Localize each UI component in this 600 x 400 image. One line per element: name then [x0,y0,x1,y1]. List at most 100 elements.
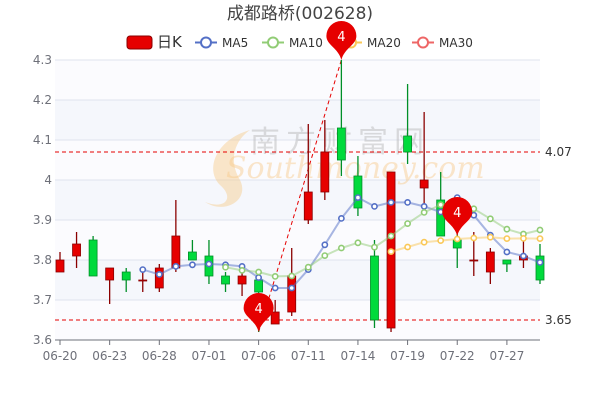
ma5-point [354,194,362,201]
candle-body [303,191,313,221]
candle-body [88,239,98,277]
legend: 日K MA5 MA10 MA20 MA30 [126,33,473,51]
ma5-point [536,258,544,266]
x-tick-label: 06-20 [43,349,78,363]
candle [370,240,379,328]
x-tick-label: 07-14 [340,349,375,363]
y-tick-label: 4.3 [33,53,52,67]
grid-band [55,140,540,180]
ma5-point [155,270,163,278]
ma10-point [371,243,378,251]
legend-label-kline: 日K [157,33,183,51]
candle [138,272,148,292]
x-tick-label: 07-01 [192,349,227,363]
mark-point-label: 4 [453,206,461,221]
candle [221,272,230,292]
ma10-point [321,252,329,259]
ma5-point [520,252,527,260]
candle [485,248,495,284]
candle [303,124,313,224]
pin-icon [326,21,357,61]
ma20-point [404,243,411,251]
candle-body [370,255,379,321]
candle [55,252,65,273]
candle-body [403,135,412,153]
mark-point-pin: 4 [326,21,357,61]
ma10-point [420,208,428,216]
ma10-point [387,232,395,240]
legend-circle-icon [267,36,279,49]
ma10-point [255,268,263,276]
y-tick-label: 4 [44,173,52,187]
candle [88,236,98,277]
candle-body [254,279,264,293]
candle-body [237,275,247,285]
x-tick-label: 06-23 [92,349,127,363]
x-tick-label: 07-27 [489,349,524,363]
ma10-point [536,226,544,234]
watermark-swoosh [205,130,250,207]
ma20-point [420,238,428,246]
trend-line [258,59,342,333]
y-tick-label: 3.9 [33,213,52,227]
legend-label-ma30: MA30 [439,36,473,50]
ma10-point [271,272,279,280]
candle [270,300,280,325]
x-tick-label: 07-06 [241,349,276,363]
ma5-point [288,284,296,292]
candle [121,268,131,292]
ma5-point [387,198,395,206]
candle-body [270,311,280,325]
candle-body [105,267,115,281]
ma20-point [503,235,511,242]
mark-line-label: 4.07 [545,145,572,159]
candle-body [320,151,330,193]
ma10-point [354,239,362,247]
candle-body [353,175,363,209]
candle-body [336,127,346,161]
ma10-point [486,215,494,223]
grid-band [55,60,540,100]
y-tick-label: 4.1 [33,133,52,147]
legend-label-ma20: MA20 [367,36,401,50]
y-tick-label: 3.7 [33,293,52,307]
ma5-point [337,214,345,222]
ma10-point [304,263,312,271]
ma10-point [404,220,411,227]
candle [105,267,115,304]
ma5-point [371,202,378,210]
ma10-point [288,272,296,280]
mark-point-pin: 4 [442,197,473,236]
plot-area: 4.3 4.2 4.1 4 3.9 3.8 3.7 3.6 06-20 06-23 06-28 07-… [33,21,572,363]
ma10-point [238,266,246,274]
candle-body [121,271,131,281]
ma20-line [390,236,541,253]
legend-candle-icon [126,35,153,50]
candle-body [221,275,230,285]
grid-band [55,100,540,140]
mark-line-label: 3.65 [545,313,572,327]
mark-point-pin: 4 [243,293,274,332]
candle [320,120,330,200]
ma10-point [337,244,345,252]
legend-label-ma10: MA10 [289,36,323,50]
y-tick-label: 3.8 [33,253,52,267]
ma5-point [189,261,196,269]
pin-icon [442,197,473,236]
chart-title: 成都路桥(002628) [227,4,373,24]
candle [336,60,346,176]
ma5-point [321,241,329,249]
ma20-point [387,248,395,255]
ma20-point [486,233,494,241]
candle-body [72,243,81,257]
pin-icon [243,293,274,332]
grid-band [55,260,540,300]
candle [154,264,164,292]
x-tick-label: 07-19 [390,349,425,363]
mark-point-label: 4 [254,302,262,317]
candle [403,84,412,164]
legend-circle-icon [200,36,212,49]
candle [502,259,512,272]
candle-body [419,179,429,189]
